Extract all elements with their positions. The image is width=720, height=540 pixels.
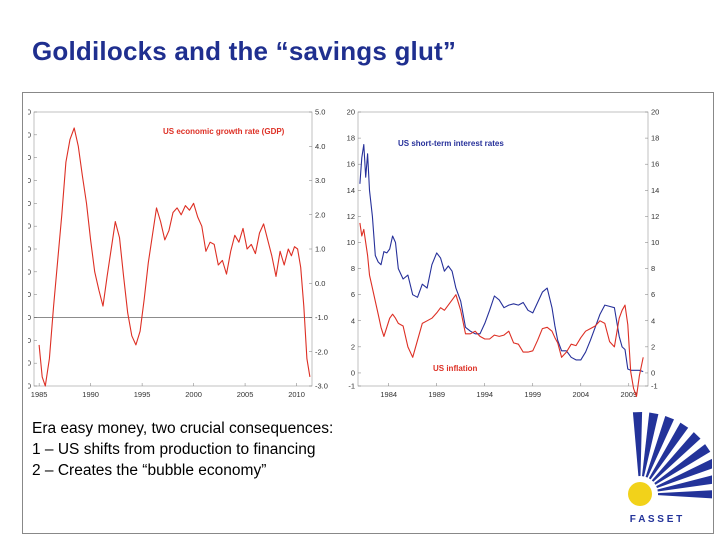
series-line-1 <box>359 144 644 373</box>
x-tick-label: 1989 <box>428 390 445 399</box>
logo-ray <box>642 412 659 477</box>
plot-area <box>357 111 649 387</box>
logo-ray <box>654 444 711 485</box>
left-tick-label: 10 <box>347 238 355 247</box>
logo-ray <box>648 422 689 480</box>
left-tick-label: 14 <box>347 186 355 195</box>
x-tick-label: 2009 <box>620 390 637 399</box>
left-tick-label: 6 <box>351 290 355 299</box>
chart-1: 9.0 8.0 7.0 6.0 5.0 4.0 3.0 2.0 1.0 0.0 -1.0 -2.0 -3… <box>28 108 328 400</box>
series-line-2 <box>359 222 644 397</box>
body-line-2: 2 – Creates the “bubble economy” <box>32 462 267 479</box>
right-tick-label: 16 <box>651 160 659 169</box>
left-tick-label: -3.0 <box>28 382 31 391</box>
series-line-1 <box>38 127 311 387</box>
x-tick-label: 1995 <box>134 390 151 399</box>
left-tick-label: 0.0 <box>28 313 31 322</box>
logo-ray <box>645 416 674 478</box>
series-label: US short-term interest rates <box>398 139 504 148</box>
left-tick-label: 1.0 <box>28 290 31 299</box>
right-tick-label: 10 <box>651 238 659 247</box>
logo-ray <box>632 412 643 477</box>
right-tick-label: 14 <box>651 186 659 195</box>
right-tick-label: 20 <box>651 108 659 117</box>
x-tick-label: 2010 <box>288 390 305 399</box>
content-frame <box>22 92 714 534</box>
logo-sun-icon <box>628 482 652 506</box>
x-tick-label: 2005 <box>237 390 254 399</box>
logo-ray <box>651 432 701 482</box>
body-heading: Era easy money, two crucial consequences… <box>32 420 334 437</box>
logo-text: F A S S E T <box>630 514 683 525</box>
left-tick-label: 3.0 <box>28 245 31 254</box>
left-tick-label: 16 <box>347 160 355 169</box>
series-label: US economic growth rate (GDP) <box>163 127 285 136</box>
right-tick-label: 5.0 <box>315 108 325 117</box>
left-tick-label: 0 <box>351 368 355 377</box>
right-tick-label: 3.0 <box>315 176 325 185</box>
x-tick-label: 1999 <box>524 390 541 399</box>
x-tick-label: 1984 <box>380 390 397 399</box>
right-tick-label: 2.0 <box>315 210 325 219</box>
left-tick-label: -1.0 <box>28 336 31 345</box>
right-tick-label: 0.0 <box>315 279 325 288</box>
x-tick-label: 2000 <box>185 390 202 399</box>
left-tick-label: 4.0 <box>28 222 31 231</box>
right-tick-label: 2 <box>651 342 655 351</box>
left-tick-label: 8 <box>351 264 355 273</box>
logo-rays-icon <box>632 412 712 499</box>
right-tick-label: 6 <box>651 290 655 299</box>
x-tick-label: 2004 <box>572 390 589 399</box>
left-tick-label: -2.0 <box>28 359 31 368</box>
logo-ray <box>657 475 712 492</box>
left-tick-label: 4 <box>351 316 355 325</box>
body-line-1: 1 – US shifts from production to financi… <box>32 441 316 458</box>
left-tick-label: 7.0 <box>28 153 31 162</box>
series-label: US inflation <box>433 364 478 373</box>
left-tick-label: 12 <box>347 212 355 221</box>
right-tick-label: -1 <box>651 382 658 391</box>
left-tick-label: 8.0 <box>28 130 31 139</box>
x-tick-label: 1990 <box>82 390 99 399</box>
right-tick-label: 1.0 <box>315 245 325 254</box>
x-tick-label: 1985 <box>31 390 48 399</box>
left-tick-label: 5.0 <box>28 199 31 208</box>
right-tick-label: 0 <box>651 368 655 377</box>
left-tick-label: 2.0 <box>28 267 31 276</box>
left-tick-label: 2 <box>351 342 355 351</box>
left-tick-label: -1 <box>348 382 355 391</box>
left-tick-label: 18 <box>347 134 355 143</box>
fasset-logo: F A S S E T <box>628 412 712 525</box>
left-tick-label: 9.0 <box>28 108 31 117</box>
right-tick-label: 4.0 <box>315 142 325 151</box>
right-tick-label: -2.0 <box>315 347 328 356</box>
slide-title: Goldilocks and the “savings glut” <box>32 36 457 66</box>
charts-panel: 9.0 8.0 7.0 6.0 5.0 4.0 3.0 2.0 1.0 0.0 -1.0 -2.0 -3… <box>28 108 660 400</box>
body-text: Era easy money, two crucial consequences… <box>32 418 333 481</box>
chart-2: 20181614121086420-120181614121086420-119… <box>347 108 660 400</box>
right-tick-label: -3.0 <box>315 382 328 391</box>
logo-ray <box>658 490 712 499</box>
left-tick-label: 6.0 <box>28 176 31 185</box>
x-tick-label: 1994 <box>476 390 493 399</box>
logo-ray <box>656 458 712 488</box>
right-tick-label: 4 <box>651 316 655 325</box>
right-tick-label: 12 <box>651 212 659 221</box>
left-tick-label: 20 <box>347 108 355 117</box>
right-tick-label: 8 <box>651 264 655 273</box>
right-tick-label: -1.0 <box>315 313 328 322</box>
right-tick-label: 18 <box>651 134 659 143</box>
